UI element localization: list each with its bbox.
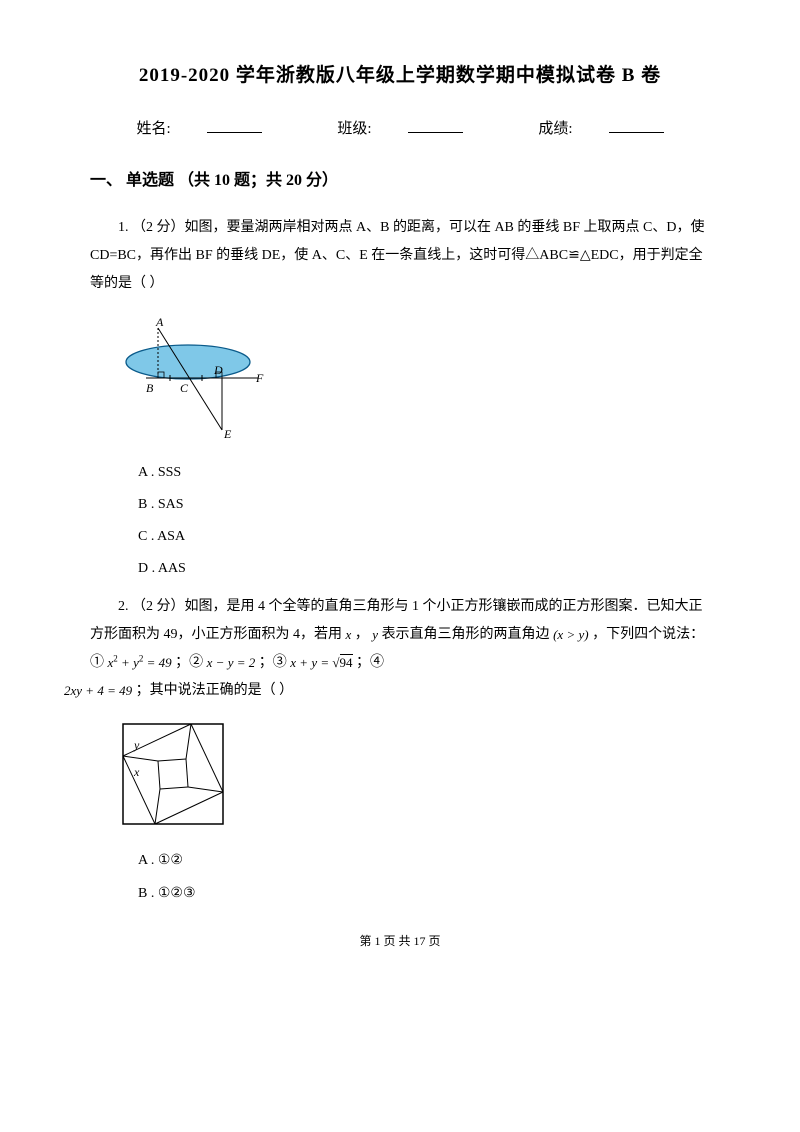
student-info-line: 姓名: 班级: 成绩: xyxy=(90,117,710,138)
score-blank xyxy=(609,118,664,133)
svg-text:B: B xyxy=(146,381,154,395)
svg-text:A: A xyxy=(155,315,164,329)
svg-text:y: y xyxy=(133,738,140,752)
question-1-text: 1. （2 分）如图，要量湖两岸相对两点 A、B 的距离，可以在 AB 的垂线 … xyxy=(90,214,710,298)
q1-option-c: C . ASA xyxy=(138,529,710,545)
question-1-diagram: A B C D F E xyxy=(118,312,710,447)
class-field: 班级: xyxy=(319,121,480,137)
q2-stmt3: x + y = √94 xyxy=(290,654,352,670)
class-blank xyxy=(408,118,463,133)
q2-stmt1: x2 + y2 = 49 xyxy=(108,655,172,670)
svg-text:C: C xyxy=(180,381,189,395)
q2-option-a: A . ①② xyxy=(138,852,710,869)
name-blank xyxy=(207,118,262,133)
name-field: 姓名: xyxy=(118,121,279,137)
page-footer: 第 1 页 共 17 页 xyxy=(90,932,710,949)
question-1-options: A . SSS B . SAS C . ASA D . AAS xyxy=(138,465,710,577)
score-field: 成绩: xyxy=(520,121,681,137)
svg-text:D: D xyxy=(213,363,223,377)
q1-option-a: A . SSS xyxy=(138,465,710,481)
question-2-options: A . ①② B . ①②③ xyxy=(138,852,710,902)
exam-page: 2019-2020 学年浙教版八年级上学期数学期中模拟试卷 B 卷 姓名: 班级… xyxy=(0,0,800,979)
question-2-text: 2. （2 分）如图，是用 4 个全等的直角三角形与 1 个小正方形镶嵌而成的正… xyxy=(90,593,710,705)
q2-stmt2: x − y = 2 xyxy=(207,655,256,670)
q1-option-b: B . SAS xyxy=(138,497,710,513)
svg-text:x: x xyxy=(133,765,140,779)
q2-option-b: B . ①②③ xyxy=(138,885,710,902)
q1-option-d: D . AAS xyxy=(138,561,710,577)
svg-text:F: F xyxy=(255,371,264,385)
page-title: 2019-2020 学年浙教版八年级上学期数学期中模拟试卷 B 卷 xyxy=(90,60,710,87)
section-1-header: 一、 单选题 （共 10 题；共 20 分） xyxy=(90,166,710,190)
svg-text:E: E xyxy=(223,427,232,441)
q2-cond: (x > y) xyxy=(553,627,589,642)
question-2-diagram: y x xyxy=(118,719,710,834)
q2-stmt4: 2xy + 4 = 49 xyxy=(64,683,132,698)
